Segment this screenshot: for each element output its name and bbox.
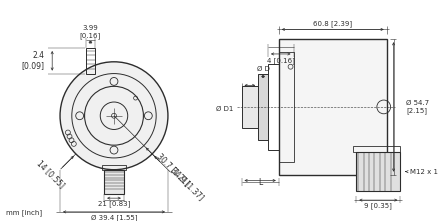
- Text: 14 [0.55]: 14 [0.55]: [35, 158, 66, 190]
- Text: Ø 39.4 [1.55]: Ø 39.4 [1.55]: [91, 214, 137, 221]
- Text: Ø D: Ø D: [257, 66, 270, 72]
- Text: Ø D1: Ø D1: [216, 106, 234, 112]
- Bar: [86, 48, 95, 74]
- Bar: [279, 39, 387, 175]
- Text: 4 [0.16]: 4 [0.16]: [267, 57, 295, 64]
- Bar: [279, 52, 293, 162]
- Text: 21 [0.83]: 21 [0.83]: [98, 201, 130, 207]
- Text: 3.99
[0.16]: 3.99 [0.16]: [80, 25, 101, 39]
- Bar: [258, 74, 268, 140]
- Text: 9 [0.35]: 9 [0.35]: [365, 203, 392, 209]
- Text: M12 x 1: M12 x 1: [410, 169, 438, 175]
- Bar: [102, 165, 126, 170]
- Bar: [353, 146, 400, 152]
- Text: 60.8 [2.39]: 60.8 [2.39]: [313, 20, 352, 27]
- Text: 34.9 [1.37]: 34.9 [1.37]: [169, 165, 206, 202]
- Circle shape: [60, 62, 168, 170]
- Text: 30.7 [1.21]: 30.7 [1.21]: [155, 151, 191, 187]
- Text: mm [inch]: mm [inch]: [6, 209, 42, 216]
- Text: Ø 54.7
[2.15]: Ø 54.7 [2.15]: [406, 100, 429, 114]
- Bar: [242, 86, 258, 128]
- Text: 2.4
[0.09]: 2.4 [0.09]: [21, 51, 44, 70]
- Bar: [356, 152, 400, 191]
- Bar: [104, 170, 124, 194]
- Text: L: L: [258, 178, 262, 187]
- Bar: [268, 64, 279, 150]
